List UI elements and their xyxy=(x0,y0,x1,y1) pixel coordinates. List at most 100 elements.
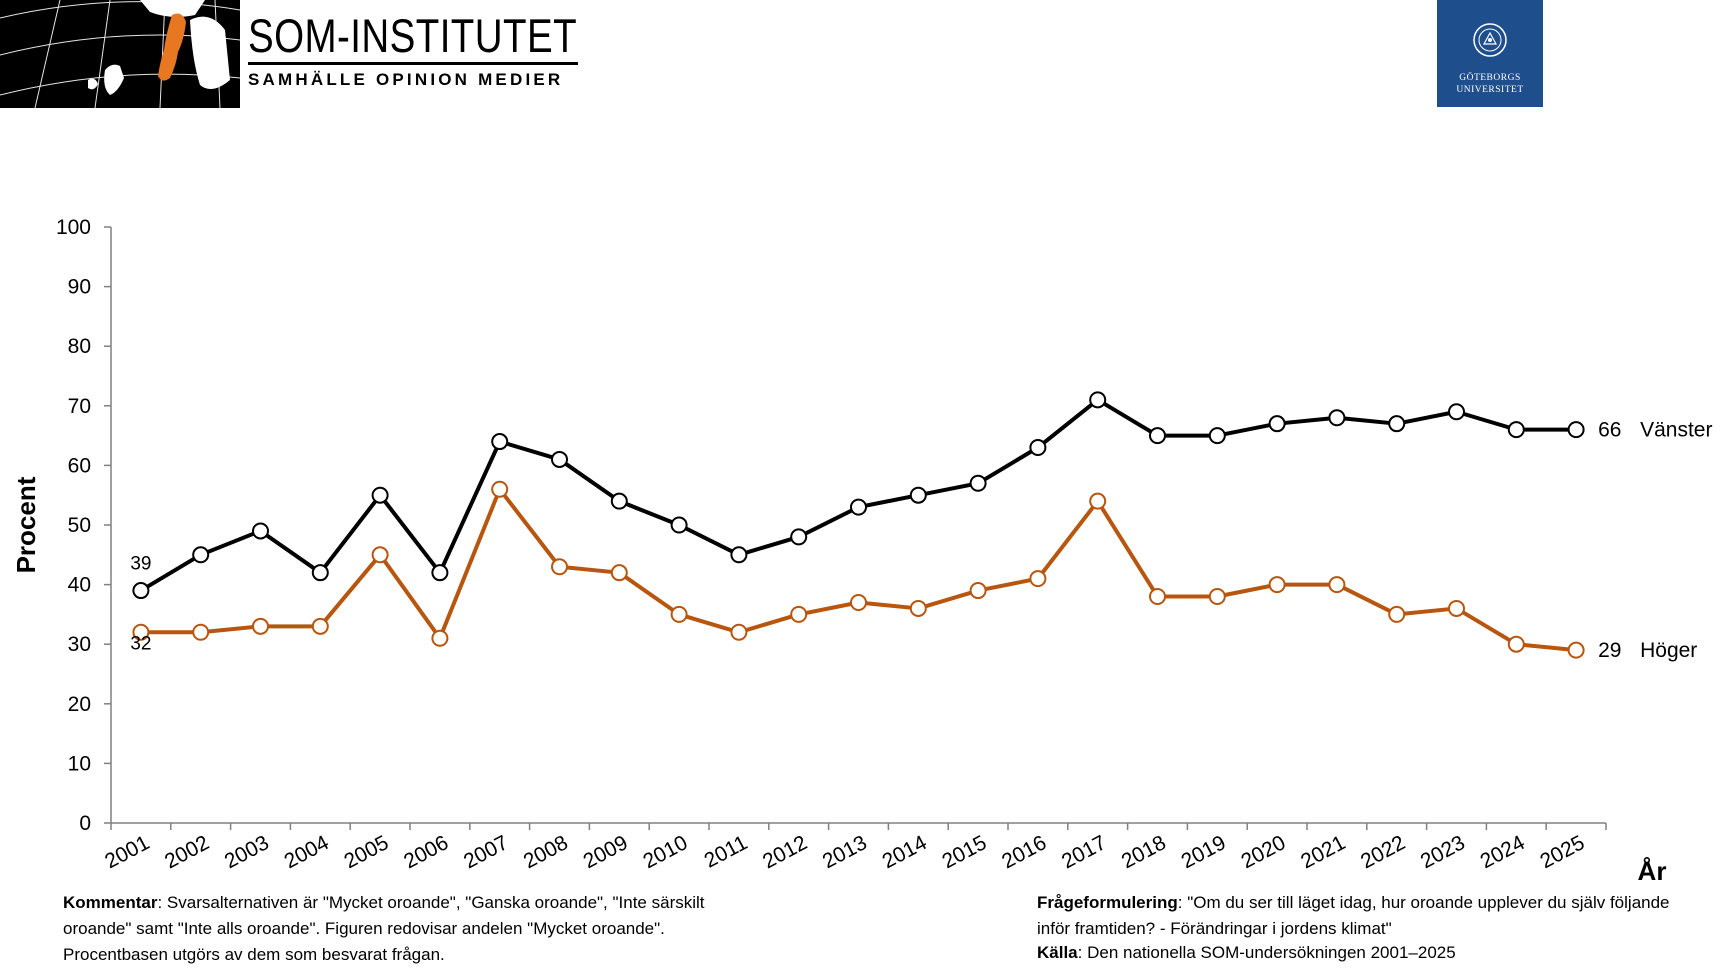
data-point xyxy=(1089,492,1107,510)
x-tick-label: 2025 xyxy=(1536,831,1588,873)
x-tick-label: 2012 xyxy=(759,831,811,873)
source-label: Källa xyxy=(1037,943,1078,962)
x-tick-label: 2002 xyxy=(161,831,213,873)
data-point xyxy=(1149,427,1166,445)
university-line-1: GÖTEBORGS xyxy=(1459,73,1521,83)
data-point xyxy=(192,546,210,564)
x-tick-label: 2011 xyxy=(701,831,752,873)
question-note: Frågeformulering: "Om du ser till läget … xyxy=(1037,890,1707,942)
data-point xyxy=(730,623,748,641)
comment-note: Kommentar: Svarsalternativen är "Mycket … xyxy=(63,890,743,968)
data-point xyxy=(1507,421,1525,439)
x-tick-label: 2007 xyxy=(460,831,512,873)
data-point xyxy=(371,486,389,504)
data-point xyxy=(909,599,927,617)
first-value-label: 39 xyxy=(130,554,151,575)
x-tick-label: 2005 xyxy=(340,831,392,873)
first-value-label: 32 xyxy=(130,633,151,654)
brand-tagline: SAMHÄLLE OPINION MEDIER xyxy=(248,70,564,89)
data-point xyxy=(1507,635,1525,653)
series-vanster: 39 66 Vänster xyxy=(130,391,1712,600)
series-name-label: Vänster xyxy=(1640,419,1712,442)
question-label: Frågeformulering xyxy=(1037,893,1178,912)
y-tick-label: 60 xyxy=(68,454,91,477)
comment-label: Kommentar xyxy=(63,893,158,912)
x-tick-label: 2017 xyxy=(1058,831,1110,873)
y-tick-label: 10 xyxy=(68,752,91,775)
data-point xyxy=(1149,588,1166,606)
data-point xyxy=(1328,576,1346,594)
data-point xyxy=(790,605,808,623)
data-point xyxy=(371,546,389,564)
question-text: : "Om du ser till läget idag, hur oroand… xyxy=(1037,893,1670,938)
y-tick-label: 30 xyxy=(68,633,91,656)
university-seal-icon xyxy=(1473,23,1507,57)
data-point xyxy=(1268,415,1286,433)
y-tick-label: 80 xyxy=(68,335,91,358)
x-tick-label: 2014 xyxy=(879,831,931,873)
x-tick-label: 2003 xyxy=(221,831,273,873)
source-text: : Den nationella SOM-undersökningen 2001… xyxy=(1077,943,1456,962)
data-point xyxy=(670,605,688,623)
series-name-label: Höger xyxy=(1640,639,1697,662)
x-tick-label: 2015 xyxy=(938,831,990,873)
brand-title: SOM-INSTITUTET xyxy=(248,9,578,62)
data-point xyxy=(610,492,628,510)
data-point xyxy=(132,623,150,641)
data-point xyxy=(610,564,628,582)
data-point xyxy=(1268,576,1286,594)
source-note: Källa: Den nationella SOM-undersökningen… xyxy=(1037,940,1707,966)
data-point xyxy=(1328,409,1346,427)
data-point xyxy=(491,433,509,451)
comment-text: : Svarsalternativen är "Mycket oroande",… xyxy=(63,893,705,964)
data-point xyxy=(1567,641,1585,659)
data-point xyxy=(311,617,329,635)
x-tick-label: 2009 xyxy=(580,831,632,873)
data-point xyxy=(1208,427,1226,445)
x-tick-label: 2013 xyxy=(819,831,871,873)
data-point xyxy=(850,593,867,611)
x-tick-label: 2016 xyxy=(998,831,1050,873)
data-point xyxy=(311,564,329,582)
data-point xyxy=(969,474,987,492)
data-point xyxy=(1208,588,1226,606)
x-tick-label: 2004 xyxy=(281,831,333,873)
y-tick-label: 40 xyxy=(68,574,91,597)
x-tick-label: 2010 xyxy=(639,831,691,873)
data-point xyxy=(431,629,449,647)
data-point xyxy=(790,528,808,546)
data-point xyxy=(1448,403,1465,421)
data-point xyxy=(491,480,509,498)
data-point xyxy=(431,564,449,582)
x-tick-label: 2018 xyxy=(1118,831,1170,873)
sweden-shape xyxy=(158,13,186,81)
data-point xyxy=(909,486,927,504)
x-tick-label: 2008 xyxy=(520,831,572,873)
data-point xyxy=(969,582,987,600)
x-tick-label: 2022 xyxy=(1357,831,1409,873)
series-hoger: 32 29 Höger xyxy=(130,480,1697,662)
y-axis-label: Procent xyxy=(11,476,41,573)
data-point xyxy=(1388,415,1406,433)
brand-rule xyxy=(248,62,578,65)
x-axis-label: År xyxy=(1638,856,1667,886)
data-point xyxy=(132,582,150,600)
x-tick-label: 2024 xyxy=(1477,831,1529,873)
data-point xyxy=(1029,439,1047,457)
x-tick-label: 2006 xyxy=(400,831,452,873)
data-point xyxy=(850,498,867,516)
chart-series: 32 29 Höger 39 66 Vänster xyxy=(130,391,1712,662)
data-point xyxy=(551,450,568,468)
university-line-2: UNIVERSITET xyxy=(1456,85,1524,95)
series-line xyxy=(139,397,1577,593)
university-logo: GÖTEBORGS UNIVERSITET xyxy=(1437,0,1543,107)
data-point xyxy=(730,546,748,564)
y-tick-label: 0 xyxy=(79,812,91,835)
y-tick-label: 100 xyxy=(56,216,91,239)
university-name: GÖTEBORGS UNIVERSITET xyxy=(1437,72,1543,96)
brand-block: SOM-INSTITUTET SAMHÄLLE OPINION MEDIER xyxy=(248,10,588,90)
last-value-label: 29 xyxy=(1598,639,1621,662)
x-tick-label: 2021 xyxy=(1297,831,1349,873)
